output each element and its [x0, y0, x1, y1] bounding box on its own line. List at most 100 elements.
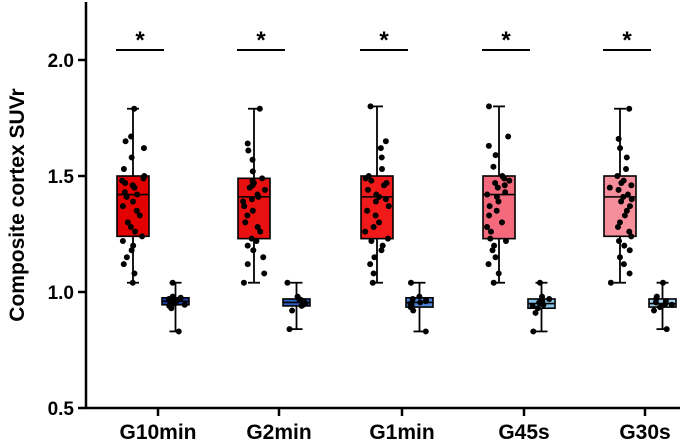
data-point	[367, 261, 374, 268]
data-point	[119, 237, 126, 244]
data-point	[140, 145, 147, 152]
data-point	[372, 212, 379, 219]
data-point	[385, 203, 392, 210]
data-point	[422, 328, 429, 335]
data-point	[248, 235, 255, 242]
data-point	[626, 247, 633, 254]
data-point	[660, 279, 667, 286]
data-point	[493, 193, 500, 200]
data-point	[372, 198, 379, 205]
data-point	[122, 138, 129, 145]
data-point	[362, 228, 369, 235]
data-point	[181, 301, 188, 308]
data-point	[539, 293, 546, 300]
data-point	[626, 105, 633, 112]
data-point	[628, 196, 635, 203]
data-point	[368, 237, 375, 244]
data-point	[493, 207, 500, 214]
data-point	[121, 189, 128, 196]
data-point	[383, 179, 390, 186]
data-point	[624, 191, 631, 198]
y-tick-label: 0.5	[48, 399, 75, 420]
data-point	[124, 219, 131, 226]
data-point	[364, 207, 371, 214]
data-point	[169, 279, 176, 286]
axes: 0.5 1.0 1.5 2.0 G10min G2min G1min G45s G30s	[48, 2, 680, 444]
data-point	[618, 198, 625, 205]
data-point	[382, 138, 389, 145]
data-point	[492, 254, 499, 261]
data-point	[256, 105, 263, 112]
y-axis-title: Composite cortex SUVr	[6, 88, 29, 321]
data-point	[367, 103, 374, 110]
data-point	[505, 133, 512, 140]
data-point	[615, 135, 622, 142]
data-point	[120, 166, 127, 173]
data-point	[134, 191, 141, 198]
x-tick-label: G2min	[246, 421, 311, 444]
data-point	[614, 173, 621, 179]
data-point	[119, 203, 126, 210]
data-point	[373, 191, 380, 198]
data-point	[407, 279, 414, 286]
data-point	[614, 224, 621, 231]
data-point	[616, 219, 623, 226]
data-point	[623, 166, 630, 173]
box-high	[360, 175, 394, 240]
data-point	[487, 235, 494, 242]
data-point	[529, 302, 536, 309]
data-point	[240, 198, 247, 205]
data-point	[244, 212, 251, 219]
data-point	[249, 168, 256, 175]
data-point	[128, 133, 135, 140]
data-point	[119, 177, 126, 184]
data-point	[662, 298, 669, 305]
data-point	[175, 328, 182, 335]
data-point	[248, 196, 255, 203]
data-point	[606, 184, 613, 191]
significance-star: *	[256, 27, 266, 54]
data-point	[501, 182, 508, 189]
data-point	[668, 301, 675, 308]
data-point	[378, 247, 385, 254]
data-point	[365, 186, 372, 193]
data-point	[484, 224, 491, 231]
data-point	[120, 261, 127, 268]
data-point	[620, 193, 627, 200]
data-point	[241, 203, 248, 210]
data-point	[407, 300, 414, 307]
data-point	[249, 177, 256, 184]
data-point	[177, 294, 184, 301]
data-point	[495, 270, 502, 277]
x-tick-label: G1min	[369, 421, 434, 444]
data-point	[492, 179, 499, 186]
data-point	[416, 293, 423, 300]
data-point	[484, 191, 491, 198]
data-point	[289, 307, 296, 314]
significance-star: *	[622, 27, 632, 54]
data-point	[370, 224, 377, 231]
data-point	[169, 293, 176, 300]
data-point	[378, 166, 385, 173]
data-point	[377, 145, 384, 152]
data-point	[123, 193, 130, 200]
data-point	[257, 228, 264, 235]
data-point	[242, 219, 249, 226]
data-point	[128, 247, 135, 254]
data-point	[261, 186, 268, 193]
data-point	[487, 228, 494, 235]
data-point	[376, 219, 383, 226]
data-point	[368, 177, 375, 184]
data-point	[130, 242, 137, 249]
data-point	[616, 254, 623, 261]
data-point	[369, 279, 376, 286]
data-point	[245, 147, 252, 154]
data-point	[621, 212, 628, 219]
data-point	[249, 156, 256, 163]
data-point	[546, 295, 553, 302]
data-point	[502, 189, 509, 196]
data-point	[136, 212, 143, 219]
data-point	[384, 235, 391, 242]
y-tick-label: 2.0	[48, 51, 74, 72]
